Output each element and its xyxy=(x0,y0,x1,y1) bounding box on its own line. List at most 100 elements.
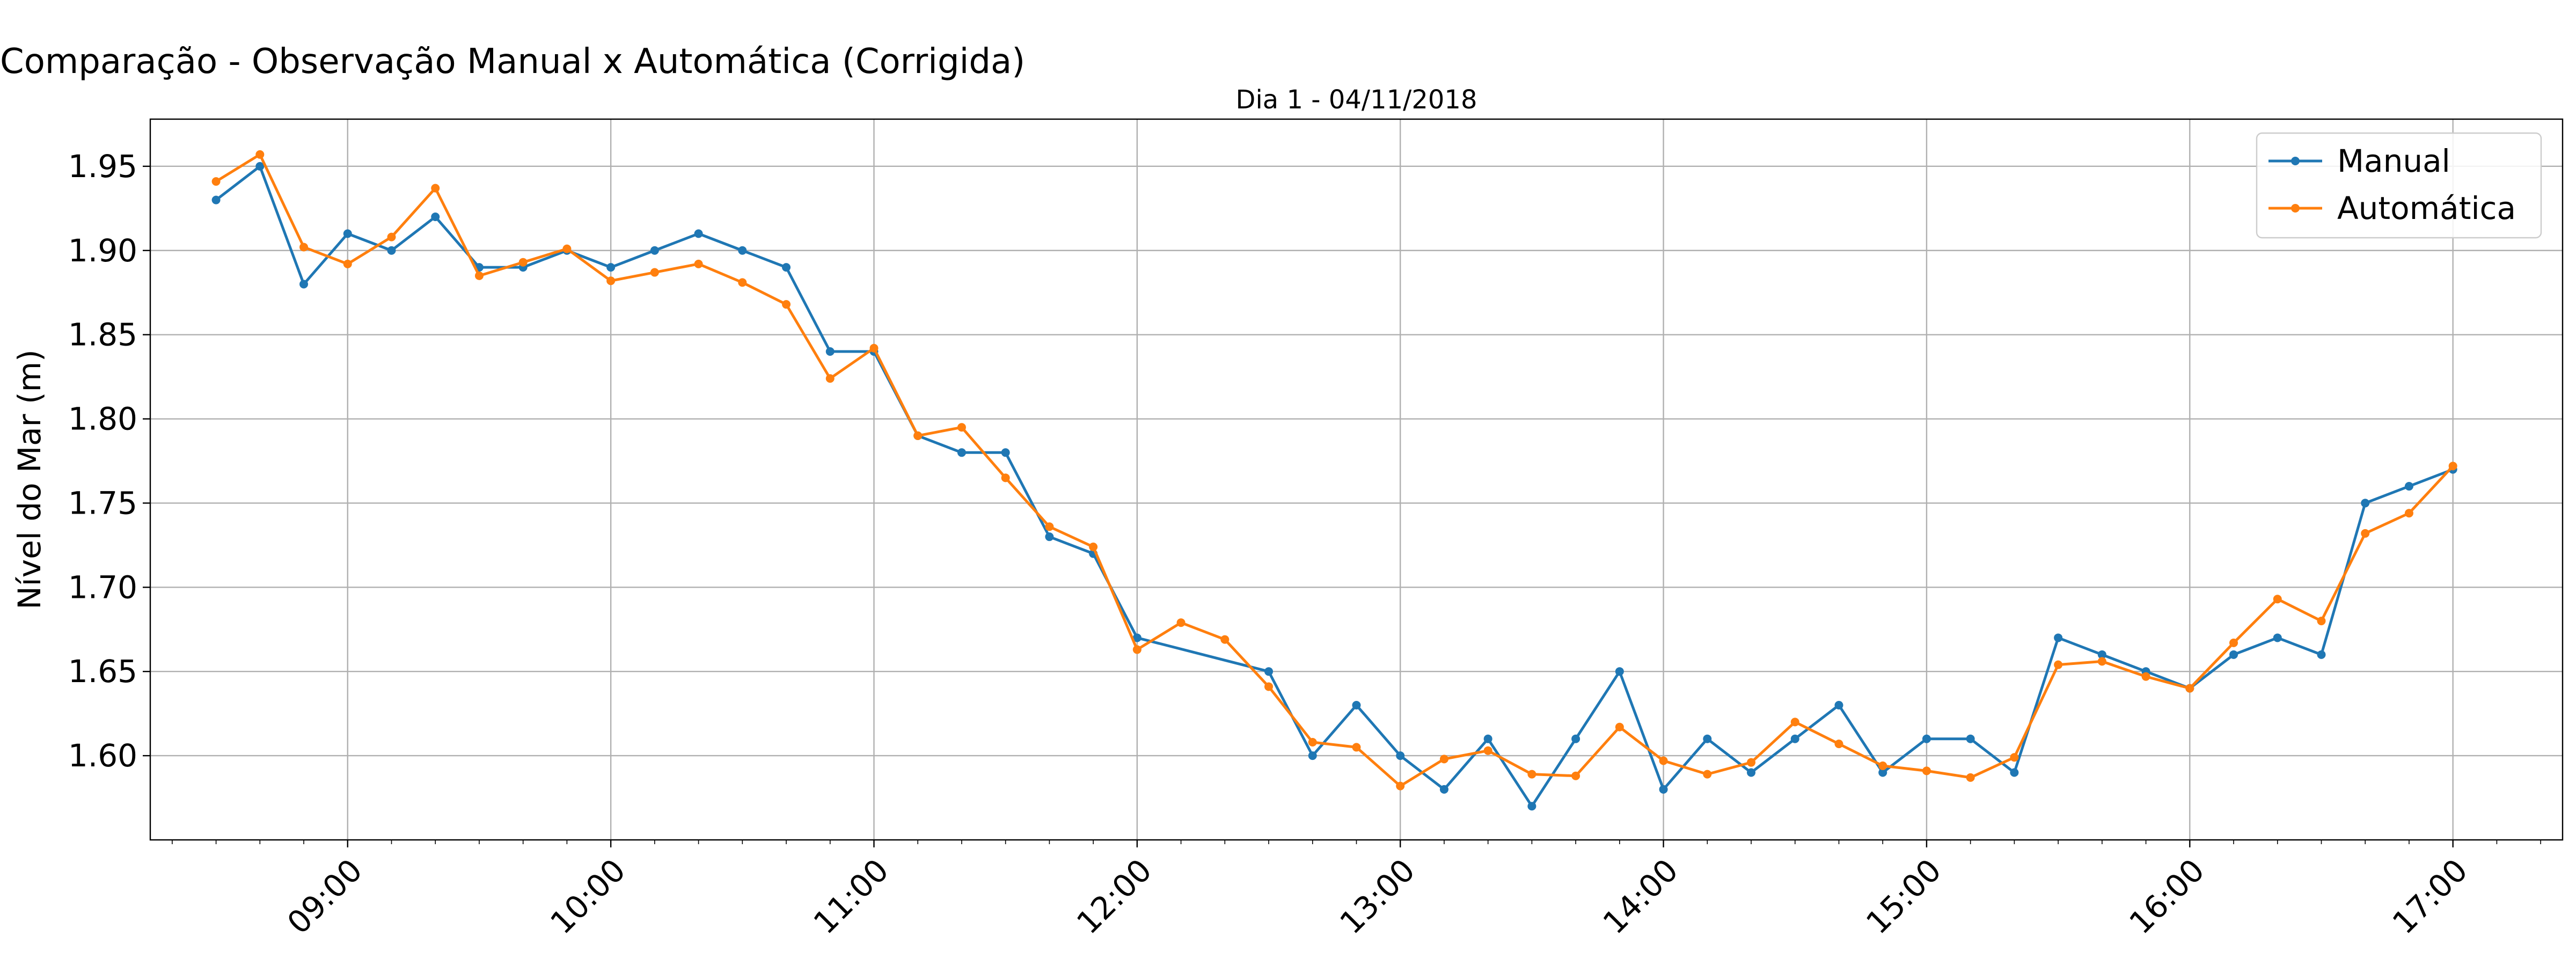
legend-marker xyxy=(2291,157,2300,165)
data-point xyxy=(562,244,572,253)
y-tick-label: 1.90 xyxy=(68,232,137,269)
data-point xyxy=(2229,638,2238,647)
series-line xyxy=(215,165,2454,808)
data-point xyxy=(1045,532,1054,541)
data-point xyxy=(1045,522,1054,531)
data-point xyxy=(1176,618,1185,627)
data-point xyxy=(2361,529,2370,538)
data-point xyxy=(738,246,747,255)
data-point xyxy=(782,263,791,272)
data-point xyxy=(211,177,221,186)
x-tick-label: 10:00 xyxy=(543,852,632,941)
data-point xyxy=(2097,650,2106,659)
data-point xyxy=(869,343,879,353)
legend-label: Automática xyxy=(2337,190,2516,226)
data-point xyxy=(694,229,703,238)
data-point xyxy=(1001,448,1010,457)
data-point xyxy=(2273,633,2282,642)
data-point xyxy=(2273,595,2282,604)
data-point xyxy=(2317,650,2326,659)
data-point xyxy=(957,448,966,457)
data-point xyxy=(1615,722,1624,731)
data-point xyxy=(474,271,484,280)
data-point xyxy=(1659,756,1668,765)
data-point xyxy=(343,259,352,268)
y-tick-label: 1.70 xyxy=(68,569,137,605)
data-point xyxy=(782,300,791,309)
data-point xyxy=(1703,770,1712,779)
data-point xyxy=(913,431,923,440)
data-point xyxy=(2404,482,2413,491)
data-point xyxy=(1439,755,1448,764)
data-point xyxy=(1659,785,1668,794)
data-point xyxy=(1220,635,1230,644)
data-point xyxy=(1132,633,1141,642)
legend-box xyxy=(2256,132,2542,239)
data-point xyxy=(1615,667,1624,676)
data-point xyxy=(825,374,835,383)
data-point xyxy=(431,184,440,193)
data-point xyxy=(1790,718,1799,727)
data-point xyxy=(1747,758,1756,767)
data-point xyxy=(299,243,309,252)
axes-frame xyxy=(149,118,2564,841)
y-tick-label: 1.75 xyxy=(68,485,137,521)
data-point xyxy=(2054,633,2063,642)
data-point xyxy=(1396,751,1405,760)
data-point xyxy=(431,212,440,221)
series-manual xyxy=(211,162,2457,811)
series-layer xyxy=(211,150,2457,811)
x-tick-label: 15:00 xyxy=(1859,852,1948,941)
data-point xyxy=(2010,753,2019,762)
data-point xyxy=(650,246,659,255)
data-point xyxy=(1878,768,1887,777)
data-point xyxy=(1571,734,1580,743)
data-point xyxy=(211,195,221,204)
data-point xyxy=(957,423,966,432)
data-point xyxy=(2229,650,2238,659)
data-point xyxy=(1922,766,1931,775)
data-point xyxy=(1352,743,1361,752)
data-point xyxy=(2448,462,2457,471)
data-point xyxy=(1527,802,1536,811)
data-point xyxy=(1001,473,1010,482)
data-point xyxy=(1308,751,1317,760)
data-point xyxy=(387,232,396,241)
data-point xyxy=(1264,667,1274,676)
legend-label: Manual xyxy=(2337,143,2450,179)
data-point xyxy=(2185,684,2194,693)
x-tick-label: 12:00 xyxy=(1070,852,1159,941)
data-point xyxy=(1966,773,1975,782)
data-point xyxy=(1527,770,1536,779)
data-point xyxy=(255,162,265,171)
data-point xyxy=(387,246,396,255)
grid xyxy=(150,119,2563,840)
chart-title: Dia 1 - 04/11/2018 xyxy=(1236,85,1477,115)
data-point xyxy=(1834,740,1843,749)
data-point xyxy=(1483,746,1492,755)
figure-title: Comparação - Observação Manual x Automát… xyxy=(0,42,1026,82)
data-point xyxy=(2317,617,2326,626)
y-tick-label: 1.85 xyxy=(68,317,137,353)
y-tick-label: 1.80 xyxy=(68,401,137,437)
legend-item: Manual xyxy=(2268,143,2450,179)
data-point xyxy=(255,150,265,159)
data-point xyxy=(1352,700,1361,709)
data-point xyxy=(1878,761,1887,770)
data-point xyxy=(1703,734,1712,743)
series-automatica xyxy=(211,150,2457,791)
data-point xyxy=(1571,771,1580,780)
data-point xyxy=(1308,738,1317,747)
data-point xyxy=(1396,781,1405,791)
data-point xyxy=(606,263,616,272)
data-point xyxy=(2141,672,2150,681)
data-point xyxy=(1089,543,1098,552)
data-point xyxy=(825,347,835,356)
y-tick-label: 1.95 xyxy=(68,148,137,185)
x-tick-label: 09:00 xyxy=(280,852,369,941)
y-tick-label: 1.65 xyxy=(68,653,137,690)
data-point xyxy=(650,268,659,277)
legend-marker xyxy=(2291,204,2300,213)
data-point xyxy=(1966,734,1975,743)
